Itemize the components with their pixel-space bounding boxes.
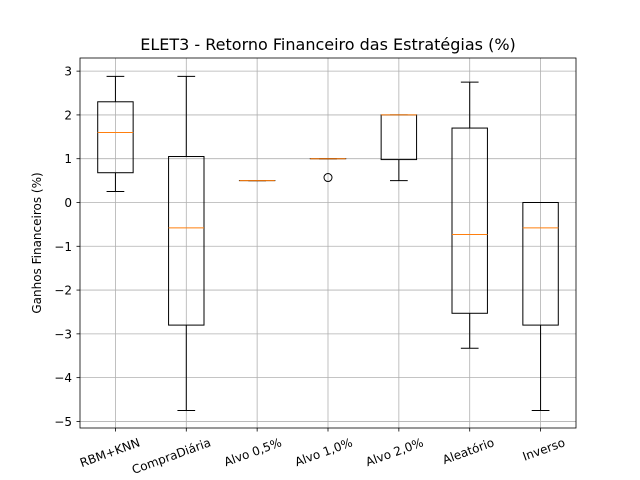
y-tick-label: −4	[54, 371, 72, 385]
box-7	[522, 201, 559, 411]
y-axis-label: Ganhos Financeiros (%)	[30, 172, 44, 313]
y-tick-label: −1	[54, 240, 72, 254]
y-tick-label: −3	[54, 327, 72, 341]
box-body	[168, 156, 205, 326]
box-6	[451, 81, 488, 349]
chart-title: ELET3 - Retorno Financeiro das Estratégi…	[140, 35, 516, 54]
box-1	[97, 75, 134, 193]
box-2	[168, 75, 205, 411]
box-body	[451, 127, 488, 314]
box-5	[380, 114, 418, 182]
box-body	[97, 101, 134, 174]
outlier-point	[323, 173, 333, 183]
y-tick-label: 0	[64, 196, 72, 210]
y-tick-label: −5	[54, 415, 72, 429]
y-tick-label: 1	[64, 152, 72, 166]
y-tick-label: −2	[54, 284, 72, 298]
box-body	[522, 201, 559, 326]
box-series	[97, 75, 559, 411]
y-tick-label: 3	[64, 65, 72, 79]
y-tick-label: 2	[64, 108, 72, 122]
plot-frame	[79, 57, 577, 429]
box-4	[309, 158, 347, 183]
